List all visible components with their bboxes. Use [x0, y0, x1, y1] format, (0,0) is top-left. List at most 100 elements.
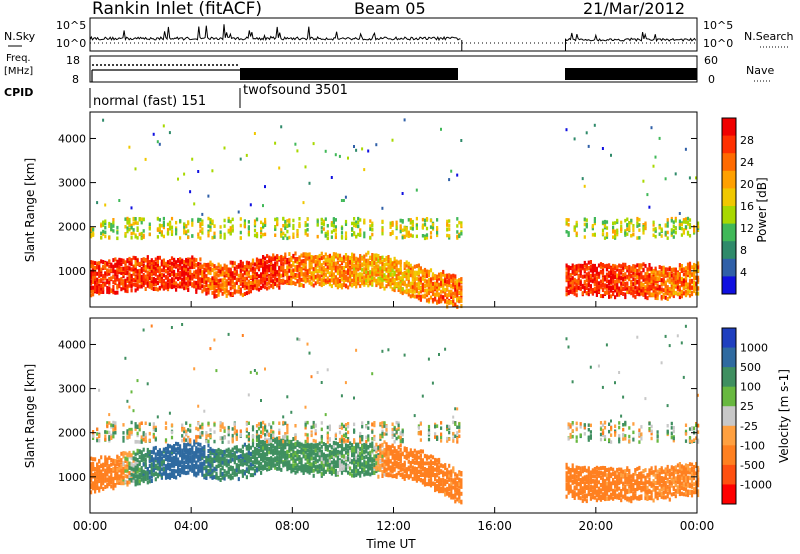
power-cell [296, 274, 299, 279]
power-cell [326, 258, 329, 263]
power-cell [630, 282, 633, 287]
power-cell [403, 225, 406, 230]
power-cell [632, 270, 635, 275]
power-cell [353, 282, 356, 286]
velocity-cell [247, 470, 250, 475]
power-cell [638, 280, 641, 285]
power-cell [353, 223, 356, 228]
power-cell [282, 236, 285, 240]
power-cell [290, 256, 293, 260]
power-cell [365, 278, 368, 283]
velocity-cell [114, 459, 117, 464]
power-cell [601, 288, 605, 292]
power-cell [684, 225, 688, 229]
power-cell [628, 265, 631, 269]
power-cell [320, 226, 323, 230]
velocity-cell [255, 424, 259, 428]
power-cell [166, 287, 170, 292]
power-cell [417, 271, 420, 276]
power-cell [128, 256, 131, 261]
velocity-cell [136, 478, 139, 483]
power-cell [338, 274, 342, 279]
velocity-cell [185, 448, 188, 453]
velocity-cell [138, 474, 141, 479]
velocity-cell [201, 455, 204, 460]
power-cell [251, 284, 255, 288]
power-cell [100, 272, 103, 277]
power-cell [118, 261, 121, 266]
power-cell [274, 233, 277, 237]
power-cell [134, 235, 137, 239]
power-cell [593, 219, 596, 224]
power-cell [288, 268, 291, 273]
power-cell [440, 294, 443, 299]
power-cell [272, 279, 275, 284]
power-cell [644, 224, 647, 228]
velocity-cell [116, 454, 119, 459]
velocity-cell [132, 450, 135, 455]
power-cell [654, 279, 657, 284]
power-cell [134, 266, 137, 271]
power-cell [377, 278, 380, 283]
power-cell [164, 285, 168, 290]
power-cell [168, 265, 172, 270]
power-cell [245, 267, 248, 272]
velocity-cell [239, 461, 242, 466]
power-cell [185, 281, 188, 286]
power-cell [235, 289, 238, 294]
power-cell [622, 277, 625, 282]
power-cell [403, 234, 406, 239]
power-cell [357, 220, 360, 225]
power-cell [324, 252, 327, 257]
power-cell [225, 283, 228, 288]
velocity-cell [138, 422, 141, 426]
power-cell [654, 155, 657, 159]
power-cell [270, 283, 273, 288]
power-cell [112, 290, 115, 295]
power-cell [440, 279, 443, 284]
power-cell [419, 286, 422, 291]
velocity-cell [142, 454, 145, 459]
power-cell [262, 232, 265, 237]
power-cell [662, 288, 665, 293]
power-cell [599, 262, 603, 267]
power-cell [344, 234, 348, 239]
power-cell [175, 263, 178, 268]
power-cell [239, 236, 242, 240]
power-cell [227, 216, 230, 221]
power-cell [686, 284, 690, 289]
power-cell [672, 224, 675, 228]
power-cell [446, 228, 449, 232]
power-cell [92, 227, 95, 232]
power-cell [239, 287, 242, 292]
velocity-cell [175, 441, 178, 446]
power-cell [452, 277, 455, 281]
power-cell [395, 259, 398, 264]
power-cell [318, 269, 321, 274]
power-cell [357, 281, 360, 286]
power-cell [138, 272, 141, 277]
power-cell [597, 287, 601, 292]
power-cell [320, 230, 323, 234]
power-cell [579, 263, 582, 268]
power-cell [630, 291, 633, 296]
velocity-cell [181, 438, 184, 443]
power-cell [280, 258, 283, 262]
power-cell [183, 231, 186, 235]
power-cell [658, 288, 661, 292]
velocity-cell [106, 457, 109, 462]
power-cell [367, 250, 370, 255]
power-cell [361, 256, 364, 261]
power-cell [686, 270, 690, 275]
power-cell [658, 276, 661, 281]
power-cell [436, 287, 439, 292]
velocity-cell [146, 473, 149, 477]
velocity-cell [219, 471, 222, 476]
power-cell [98, 263, 101, 268]
power-cell [583, 235, 586, 239]
power-cell [393, 270, 396, 275]
velocity-cell [219, 456, 222, 461]
power-cell [458, 282, 461, 287]
power-cell [407, 273, 410, 278]
velocity-cell [128, 450, 131, 455]
